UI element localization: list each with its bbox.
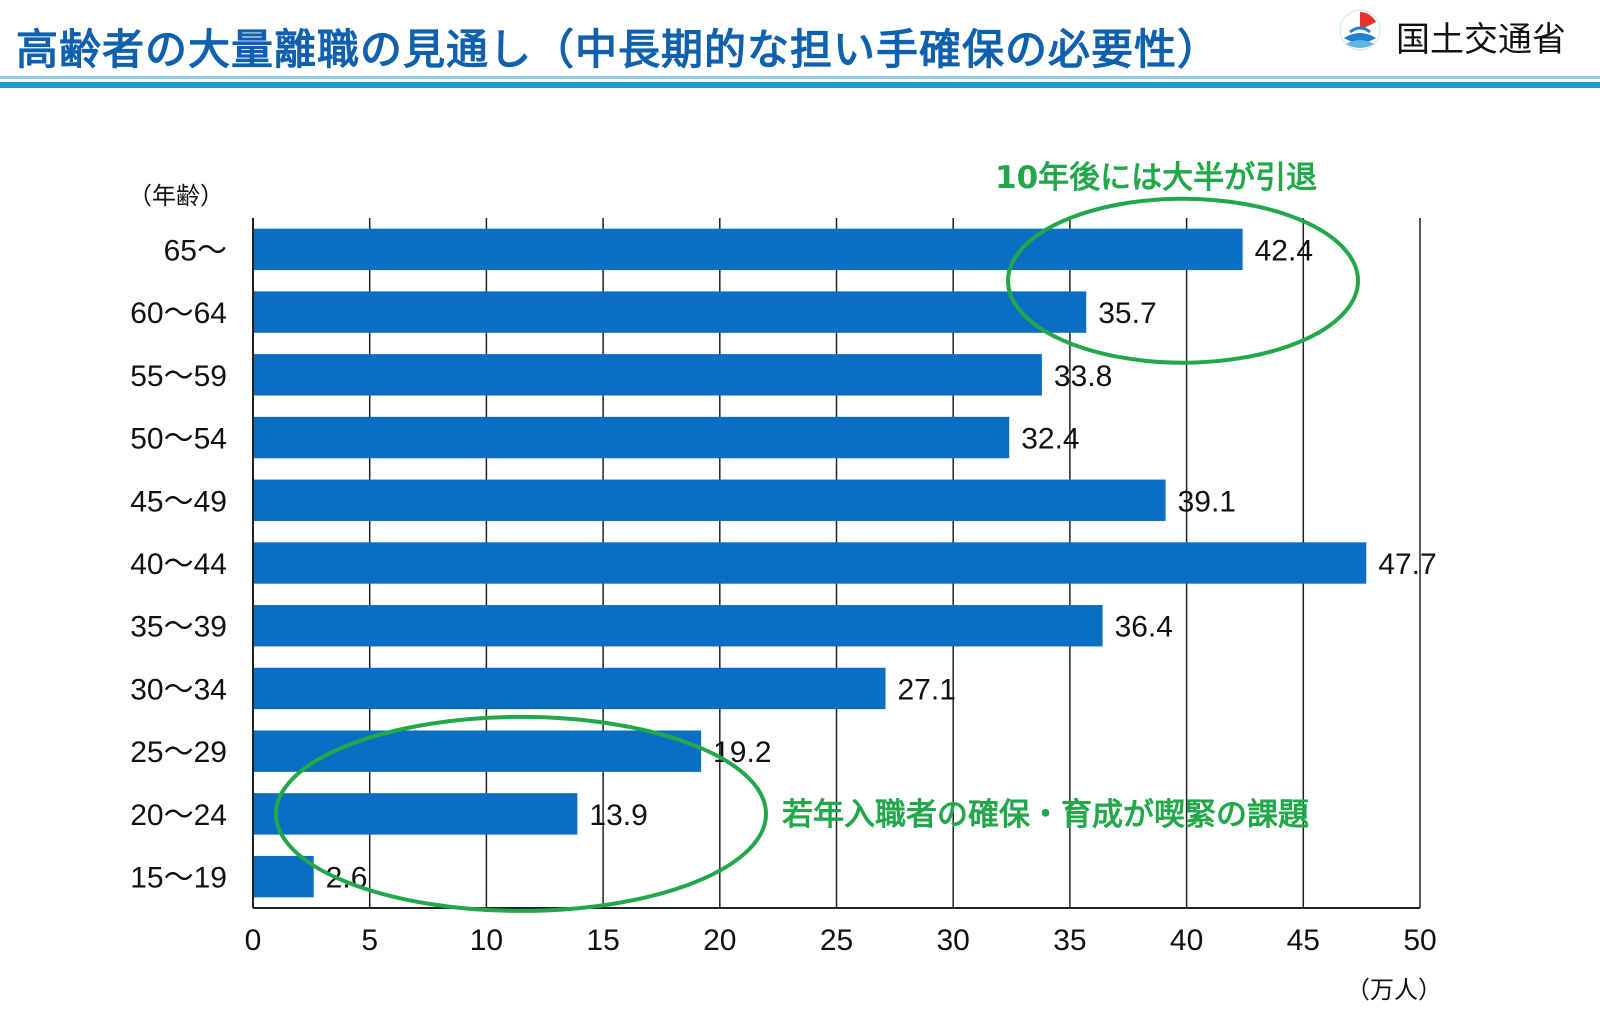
category-label-1: 60～64 xyxy=(130,297,227,330)
value-label-2: 33.8 xyxy=(1054,360,1112,393)
x-tick-label-5: 5 xyxy=(361,924,378,957)
category-label-2: 55～59 xyxy=(130,360,227,393)
bar-7 xyxy=(254,667,886,710)
value-label-3: 32.4 xyxy=(1021,423,1079,456)
x-tick-label-35: 35 xyxy=(1053,924,1086,957)
annotation-text-retirement: 10年後には大半が引退 xyxy=(995,160,1317,196)
value-label-10: 2.6 xyxy=(326,862,368,895)
label-layer: 0 5 10 15 20 25 30 35 40 45 50 42.4 65～ 35.7 60～64 33.8… xyxy=(128,182,1442,1004)
bar-0 xyxy=(254,228,1243,271)
category-label-9: 20～24 xyxy=(130,799,227,832)
annotation-ellipse-retirement xyxy=(1006,196,1360,365)
category-label-3: 50～54 xyxy=(130,423,227,456)
category-label-10: 15～19 xyxy=(130,862,227,895)
value-label-7: 27.1 xyxy=(898,673,956,706)
title-underline-light xyxy=(0,76,1600,79)
bar-4 xyxy=(254,479,1166,521)
value-label-1: 35.7 xyxy=(1098,297,1156,330)
bar-1 xyxy=(254,291,1087,333)
value-label-5: 47.7 xyxy=(1378,548,1436,581)
bar-layer xyxy=(254,228,1367,898)
x-tick-label-10: 10 xyxy=(470,924,503,957)
bar-3 xyxy=(254,416,1010,459)
bar-8 xyxy=(254,730,702,772)
category-label-8: 25～29 xyxy=(130,736,227,769)
category-label-7: 30～34 xyxy=(130,673,227,706)
bar-10 xyxy=(254,855,314,898)
x-tick-label-50: 50 xyxy=(1403,924,1436,957)
bar-9 xyxy=(254,793,578,835)
category-label-6: 35～39 xyxy=(130,611,227,644)
title-underline xyxy=(0,82,1600,88)
ministry-logo: 国土交通省 xyxy=(1336,6,1596,64)
ministry-logo-icon xyxy=(1339,9,1381,51)
category-label-4: 45～49 xyxy=(130,485,227,518)
x-tick-label-45: 45 xyxy=(1287,924,1320,957)
y-axis-title: （年齢） xyxy=(128,182,224,210)
value-label-4: 39.1 xyxy=(1178,485,1236,518)
annotation-text-young-workers: 若年入職者の確保・育成が喫緊の課題 xyxy=(782,797,1309,833)
x-axis-title: （万人） xyxy=(1346,976,1442,1004)
value-label-9: 13.9 xyxy=(589,799,647,832)
value-label-8: 19.2 xyxy=(713,736,771,769)
annotation-ellipse-young-workers xyxy=(274,714,768,913)
x-tick-label-15: 15 xyxy=(586,924,619,957)
page-title: 高齢者の大量離職の見通し（中長期的な担い手確保の必要性） xyxy=(16,25,1221,74)
x-tick-label-40: 40 xyxy=(1170,924,1203,957)
bar-5 xyxy=(254,542,1367,584)
x-tick-label-25: 25 xyxy=(820,924,853,957)
x-tick-label-0: 0 xyxy=(245,924,262,957)
value-label-0: 42.4 xyxy=(1255,234,1313,267)
value-label-6: 36.4 xyxy=(1115,611,1173,644)
x-tick-label-20: 20 xyxy=(703,924,736,957)
title-bar: 高齢者の大量離職の見通し（中長期的な担い手確保の必要性） 国土交通省 xyxy=(0,0,1600,96)
bar-6 xyxy=(254,605,1103,647)
x-tick-label-30: 30 xyxy=(937,924,970,957)
bar-2 xyxy=(254,354,1042,396)
ministry-name: 国土交通省 xyxy=(1396,20,1566,60)
category-label-0: 65～ xyxy=(164,234,227,267)
category-label-5: 40～44 xyxy=(130,548,227,581)
